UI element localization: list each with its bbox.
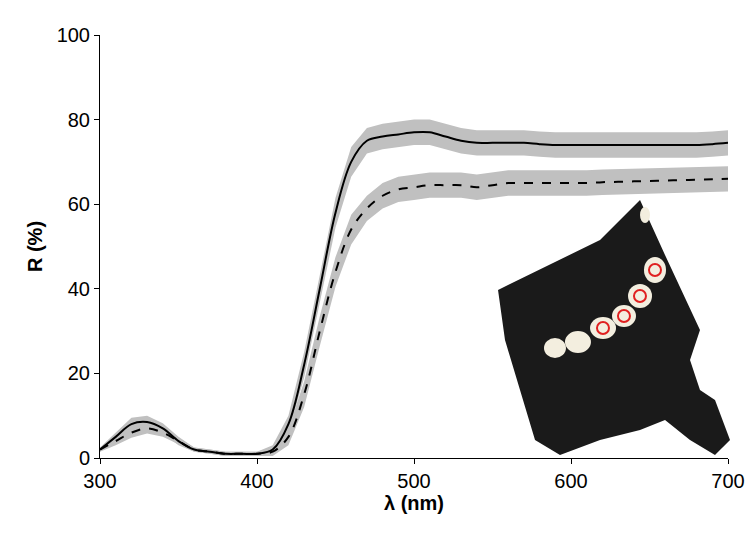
svg-text:λ (nm): λ (nm) <box>384 492 444 514</box>
svg-text:400: 400 <box>240 470 273 492</box>
svg-text:600: 600 <box>554 470 587 492</box>
svg-text:0: 0 <box>79 447 90 469</box>
svg-text:40: 40 <box>68 278 90 300</box>
svg-text:60: 60 <box>68 193 90 215</box>
svg-text:100: 100 <box>57 24 90 46</box>
svg-text:700: 700 <box>711 470 744 492</box>
svg-text:20: 20 <box>68 362 90 384</box>
svg-text:R (%): R (%) <box>24 221 46 272</box>
svg-text:500: 500 <box>397 470 430 492</box>
svg-text:300: 300 <box>83 470 116 492</box>
svg-text:80: 80 <box>68 109 90 131</box>
